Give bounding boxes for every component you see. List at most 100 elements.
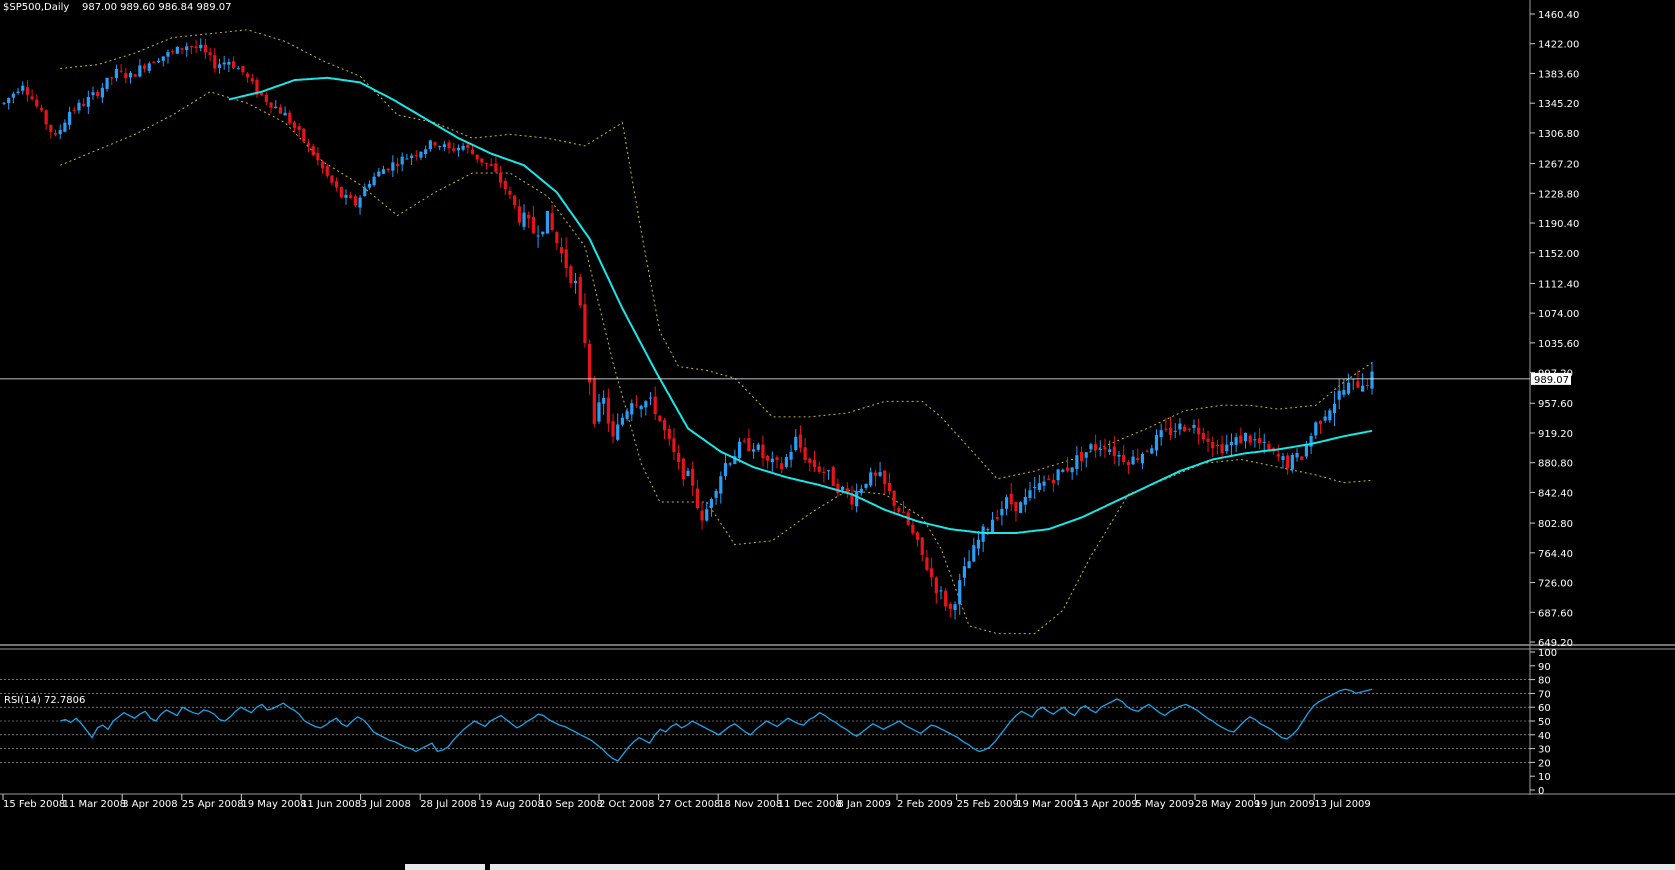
- candle-body: [756, 444, 760, 450]
- candle-body: [433, 142, 437, 146]
- x-tick-label: 13 Apr 2009: [1076, 799, 1138, 810]
- candle-body: [35, 99, 39, 107]
- y-tick-label: 1228.80: [1538, 189, 1579, 200]
- candle-body: [990, 519, 995, 533]
- x-tick-label: 19 May 2008: [241, 799, 306, 810]
- x-tick-label: 11 Mar 2008: [63, 799, 126, 810]
- candle-body: [86, 96, 90, 107]
- candle-body: [1365, 385, 1369, 387]
- y-tick-label: 687.60: [1538, 608, 1573, 619]
- candle-body: [1346, 382, 1351, 394]
- candle-body: [1004, 497, 1009, 509]
- candle-body: [58, 130, 62, 135]
- candle-body: [1000, 509, 1004, 516]
- candle-body: [1131, 456, 1135, 465]
- candle-body: [1314, 422, 1318, 436]
- candle-body: [1370, 371, 1374, 389]
- rsi-tick-label: 10: [1538, 772, 1551, 783]
- x-tick-label: 28 May 2009: [1195, 799, 1260, 810]
- candle-body: [541, 231, 545, 235]
- candle-body: [470, 149, 475, 155]
- candle-body: [1145, 450, 1149, 452]
- candle-body: [691, 468, 695, 486]
- candle-body: [780, 463, 784, 470]
- x-tick-label: 27 Oct 2008: [659, 799, 721, 810]
- candle-body: [1056, 469, 1060, 481]
- candle-body: [320, 161, 325, 169]
- candle-body: [602, 397, 606, 404]
- candle-body: [166, 52, 170, 57]
- rsi-tick-label: 100: [1538, 648, 1557, 659]
- y-tick-label: 1074.00: [1538, 309, 1579, 320]
- rsi-tick-label: 20: [1538, 758, 1551, 769]
- candle-body: [77, 102, 81, 111]
- candle-body: [845, 488, 849, 493]
- x-tick-label: 5 May 2009: [1135, 799, 1194, 810]
- candle-body: [709, 499, 714, 508]
- candle-body: [1304, 445, 1309, 457]
- x-tick-label: 2 Feb 2009: [897, 799, 953, 810]
- candle-body: [892, 491, 896, 506]
- candle-body: [21, 85, 25, 91]
- candle-body: [1253, 439, 1257, 441]
- candle-body: [573, 280, 578, 284]
- candle-body: [274, 106, 278, 108]
- candle-body: [789, 451, 793, 460]
- candle-body: [667, 428, 671, 439]
- candle-body: [948, 603, 952, 609]
- candle-body: [100, 87, 104, 98]
- candle-body: [513, 195, 517, 206]
- y-tick-label: 1383.60: [1538, 69, 1579, 80]
- candle-body: [625, 411, 629, 419]
- scroll-tab-left[interactable]: [405, 864, 485, 870]
- candle-body: [939, 590, 943, 592]
- candle-body: [246, 73, 250, 78]
- candle-body: [283, 112, 287, 116]
- candle-body: [1187, 428, 1191, 430]
- x-tick-label: 13 Jul 2009: [1314, 799, 1371, 810]
- candle-body: [958, 580, 962, 605]
- candle-body: [133, 74, 137, 77]
- candle-body: [381, 169, 386, 174]
- candle-body: [1159, 430, 1163, 438]
- candle-body: [53, 133, 58, 135]
- candle-body: [1023, 496, 1027, 505]
- candle-body: [400, 156, 404, 165]
- candle-body: [812, 459, 817, 468]
- current-price-tag: [1531, 372, 1571, 385]
- candle-body: [536, 235, 540, 237]
- candle-body: [1215, 444, 1219, 447]
- candle-body: [475, 154, 479, 160]
- candle-body: [1089, 444, 1093, 450]
- candle-body: [1122, 455, 1126, 462]
- candle-body: [1079, 451, 1084, 462]
- candle-body: [1047, 478, 1051, 480]
- candle-body: [1295, 453, 1299, 458]
- candle-body: [7, 98, 11, 104]
- candle-body: [873, 472, 877, 476]
- rsi-label: RSI(14) 72.7806: [4, 695, 85, 706]
- rsi-tick-label: 90: [1538, 662, 1551, 673]
- main-price-panel[interactable]: 1460.40 1422.00 1383.60 1345.20 1306.80 1267.…: [0, 0, 1675, 795]
- x-tick-label: 2 Oct 2008: [599, 799, 654, 810]
- candle-body: [428, 140, 432, 150]
- candle-body: [1183, 426, 1187, 432]
- candle-body: [1267, 443, 1271, 450]
- scroll-tab-right[interactable]: [490, 864, 1675, 870]
- candle-body: [325, 166, 329, 176]
- candle-body: [363, 187, 367, 197]
- candle-body: [817, 466, 821, 472]
- candle-body: [424, 149, 428, 155]
- y-tick-label: 726.00: [1538, 579, 1573, 590]
- candle-body: [986, 529, 990, 531]
- y-tick-label: 880.80: [1538, 459, 1573, 470]
- y-tick-label: 1422.00: [1538, 40, 1579, 51]
- candle-body: [180, 48, 184, 50]
- candle-body: [508, 190, 512, 195]
- rsi-tick-label: 50: [1538, 717, 1551, 728]
- candle-body: [911, 524, 915, 534]
- candle-body: [897, 507, 901, 512]
- candle-body: [377, 171, 381, 177]
